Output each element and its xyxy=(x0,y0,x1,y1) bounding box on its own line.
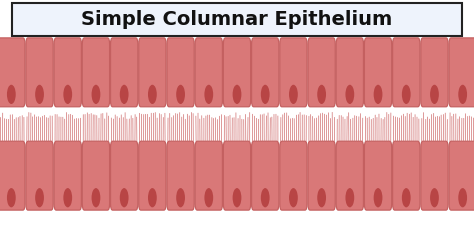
Ellipse shape xyxy=(176,188,185,207)
FancyBboxPatch shape xyxy=(365,38,392,107)
FancyBboxPatch shape xyxy=(308,38,335,107)
FancyBboxPatch shape xyxy=(26,38,53,107)
Ellipse shape xyxy=(176,85,185,104)
Ellipse shape xyxy=(120,85,128,104)
Ellipse shape xyxy=(374,188,383,207)
FancyBboxPatch shape xyxy=(26,141,53,210)
Ellipse shape xyxy=(64,85,72,104)
FancyBboxPatch shape xyxy=(54,141,82,210)
Ellipse shape xyxy=(7,188,16,207)
Ellipse shape xyxy=(91,85,100,104)
FancyBboxPatch shape xyxy=(82,38,109,107)
FancyBboxPatch shape xyxy=(449,141,474,210)
Ellipse shape xyxy=(458,188,467,207)
FancyBboxPatch shape xyxy=(195,141,222,210)
Ellipse shape xyxy=(289,188,298,207)
Ellipse shape xyxy=(374,85,383,104)
FancyBboxPatch shape xyxy=(167,38,194,107)
FancyBboxPatch shape xyxy=(392,141,420,210)
FancyBboxPatch shape xyxy=(195,38,222,107)
Ellipse shape xyxy=(402,85,410,104)
Ellipse shape xyxy=(204,85,213,104)
Ellipse shape xyxy=(64,188,72,207)
FancyBboxPatch shape xyxy=(0,38,25,107)
Ellipse shape xyxy=(204,188,213,207)
FancyBboxPatch shape xyxy=(223,141,251,210)
Ellipse shape xyxy=(430,188,439,207)
Ellipse shape xyxy=(430,85,439,104)
FancyBboxPatch shape xyxy=(336,141,364,210)
FancyBboxPatch shape xyxy=(421,141,448,210)
FancyBboxPatch shape xyxy=(110,141,138,210)
Ellipse shape xyxy=(261,188,270,207)
FancyBboxPatch shape xyxy=(280,141,307,210)
FancyBboxPatch shape xyxy=(252,141,279,210)
FancyBboxPatch shape xyxy=(0,141,25,210)
Ellipse shape xyxy=(346,85,354,104)
FancyBboxPatch shape xyxy=(167,141,194,210)
FancyBboxPatch shape xyxy=(252,38,279,107)
Ellipse shape xyxy=(458,85,467,104)
FancyBboxPatch shape xyxy=(449,38,474,107)
FancyBboxPatch shape xyxy=(392,38,420,107)
Ellipse shape xyxy=(233,188,241,207)
Ellipse shape xyxy=(35,85,44,104)
Ellipse shape xyxy=(35,188,44,207)
Ellipse shape xyxy=(261,85,270,104)
Ellipse shape xyxy=(91,188,100,207)
FancyBboxPatch shape xyxy=(280,38,307,107)
FancyBboxPatch shape xyxy=(139,141,166,210)
FancyBboxPatch shape xyxy=(336,38,364,107)
Text: Simple Columnar Epithelium: Simple Columnar Epithelium xyxy=(82,10,392,29)
Ellipse shape xyxy=(346,188,354,207)
Ellipse shape xyxy=(233,85,241,104)
FancyBboxPatch shape xyxy=(223,38,251,107)
FancyBboxPatch shape xyxy=(11,3,463,36)
Ellipse shape xyxy=(120,188,128,207)
FancyBboxPatch shape xyxy=(365,141,392,210)
FancyBboxPatch shape xyxy=(82,141,109,210)
FancyBboxPatch shape xyxy=(110,38,138,107)
Ellipse shape xyxy=(7,85,16,104)
Ellipse shape xyxy=(317,85,326,104)
Ellipse shape xyxy=(317,188,326,207)
Ellipse shape xyxy=(148,188,157,207)
Ellipse shape xyxy=(402,188,410,207)
FancyBboxPatch shape xyxy=(139,38,166,107)
FancyBboxPatch shape xyxy=(54,38,82,107)
Ellipse shape xyxy=(148,85,157,104)
FancyBboxPatch shape xyxy=(308,141,335,210)
Ellipse shape xyxy=(289,85,298,104)
FancyBboxPatch shape xyxy=(421,38,448,107)
